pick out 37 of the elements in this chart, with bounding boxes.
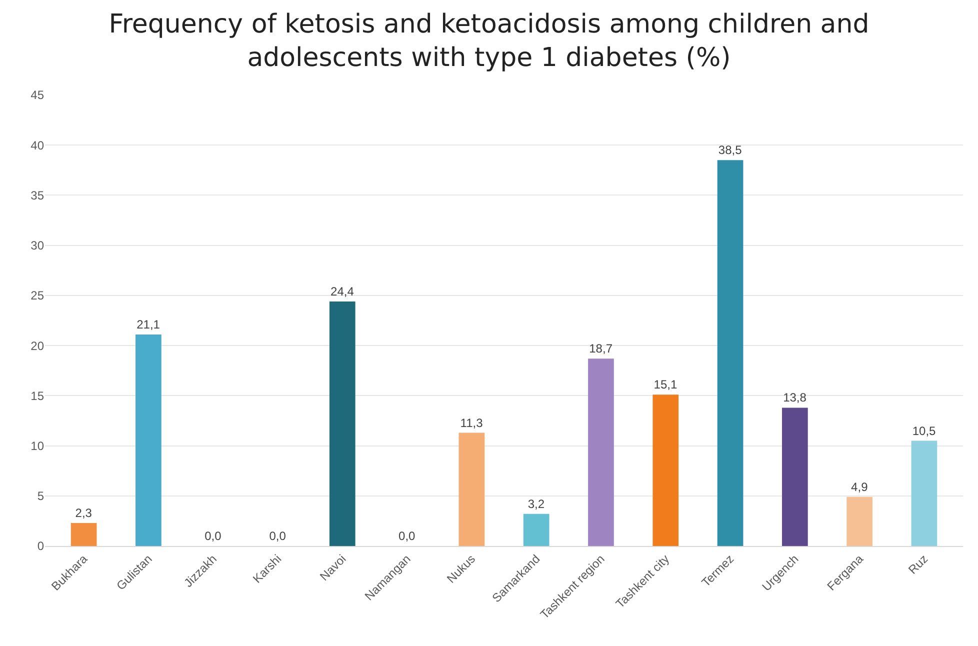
data-label: 3,2 [528,496,545,511]
bar [458,432,485,546]
data-label: 24,4 [330,284,354,298]
bar [70,522,97,546]
data-label: 10,5 [912,424,936,438]
data-label: 0,0 [398,529,416,543]
y-tick-label: 5 [37,489,44,504]
data-label: 13,8 [783,390,807,405]
y-tick-label: 45 [30,88,44,102]
bar [652,394,679,546]
bar [523,514,550,546]
bar [329,301,356,546]
data-label: 18,7 [589,342,613,356]
chart-title: Frequency of ketosis and ketoacidosis among children and adolescents with type 1 diabetes (%) [108,9,870,74]
y-tick-label: 15 [30,388,44,403]
y-tick-label: 25 [30,288,44,303]
y-tick-label: 10 [30,438,44,453]
bar [911,440,938,546]
bar [846,496,872,546]
data-label: 2,3 [75,506,92,520]
y-tick-label: 0 [37,539,44,554]
data-label: 4,9 [851,480,868,494]
y-tick-label: 30 [30,238,44,253]
data-label: 0,0 [204,529,222,543]
y-tick-label: 20 [30,338,44,353]
data-label: 15,1 [654,378,678,392]
bar [588,358,614,546]
data-label: 0,0 [269,529,286,543]
bar [782,408,808,546]
bar [136,334,162,546]
y-tick-label: 35 [30,188,44,202]
bar [717,160,744,546]
data-label: 21,1 [136,318,160,332]
data-label: 11,3 [460,416,484,430]
y-tick-label: 40 [30,138,44,152]
x-tick-label: Ruz [906,552,931,577]
data-label: 38,5 [718,143,742,158]
